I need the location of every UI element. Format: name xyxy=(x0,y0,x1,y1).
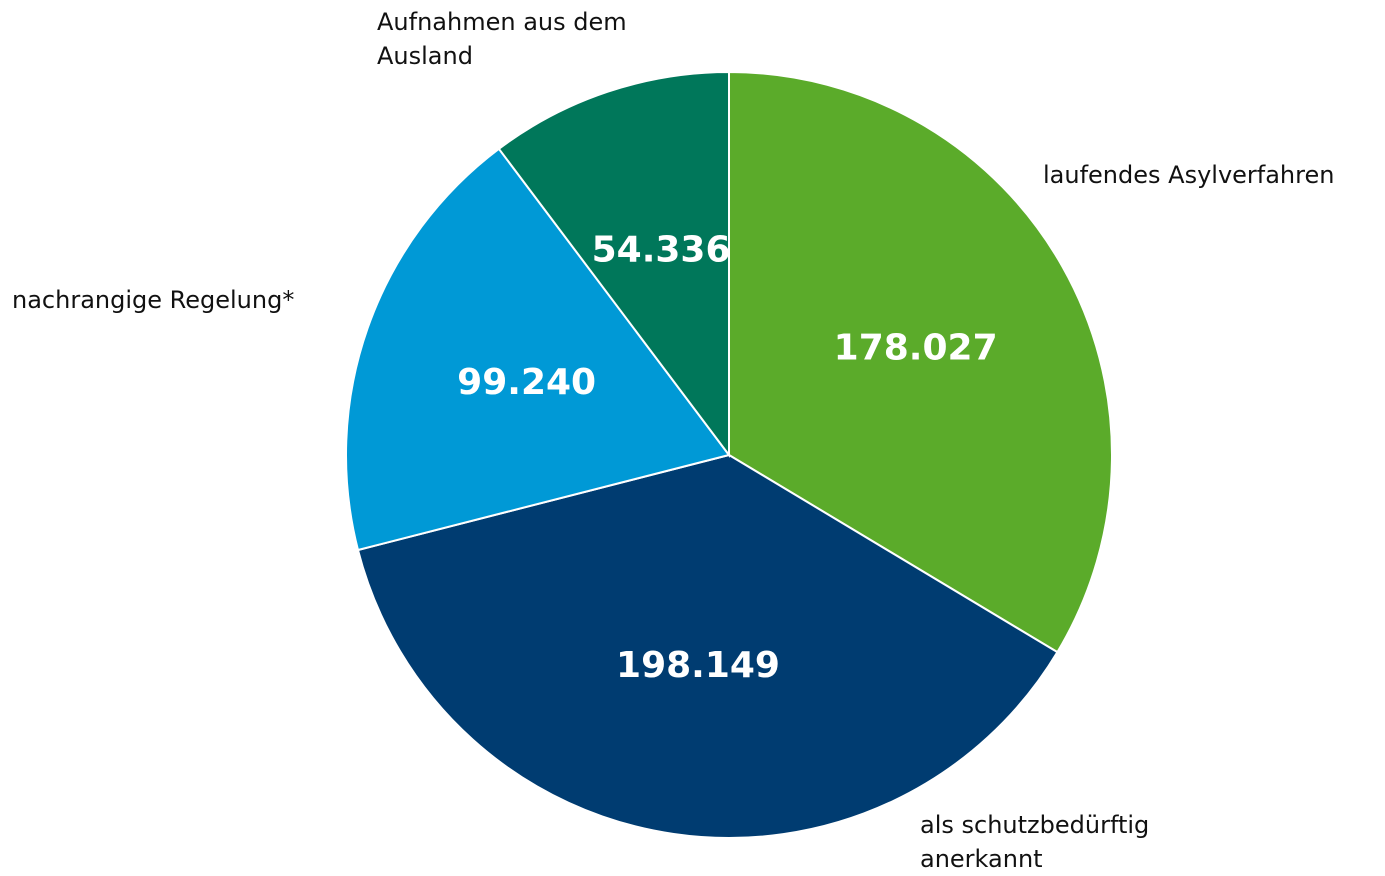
category-label: laufendes Asylverfahren xyxy=(1043,161,1335,189)
value-label: 99.240 xyxy=(457,362,596,403)
category-label: als schutzbedürftig anerkannt xyxy=(920,811,1150,873)
value-label: 178.027 xyxy=(834,327,998,368)
value-label: 54.336 xyxy=(592,230,731,271)
pie-slice xyxy=(728,70,1113,654)
value-label: 198.149 xyxy=(616,645,780,686)
pie-slice xyxy=(356,453,1059,839)
pie-slice xyxy=(497,70,730,458)
category-label: nachrangige Regelung* xyxy=(12,286,295,314)
pie-slice xyxy=(345,147,731,552)
category-label: Aufnahmen aus dem Ausland xyxy=(377,8,627,70)
